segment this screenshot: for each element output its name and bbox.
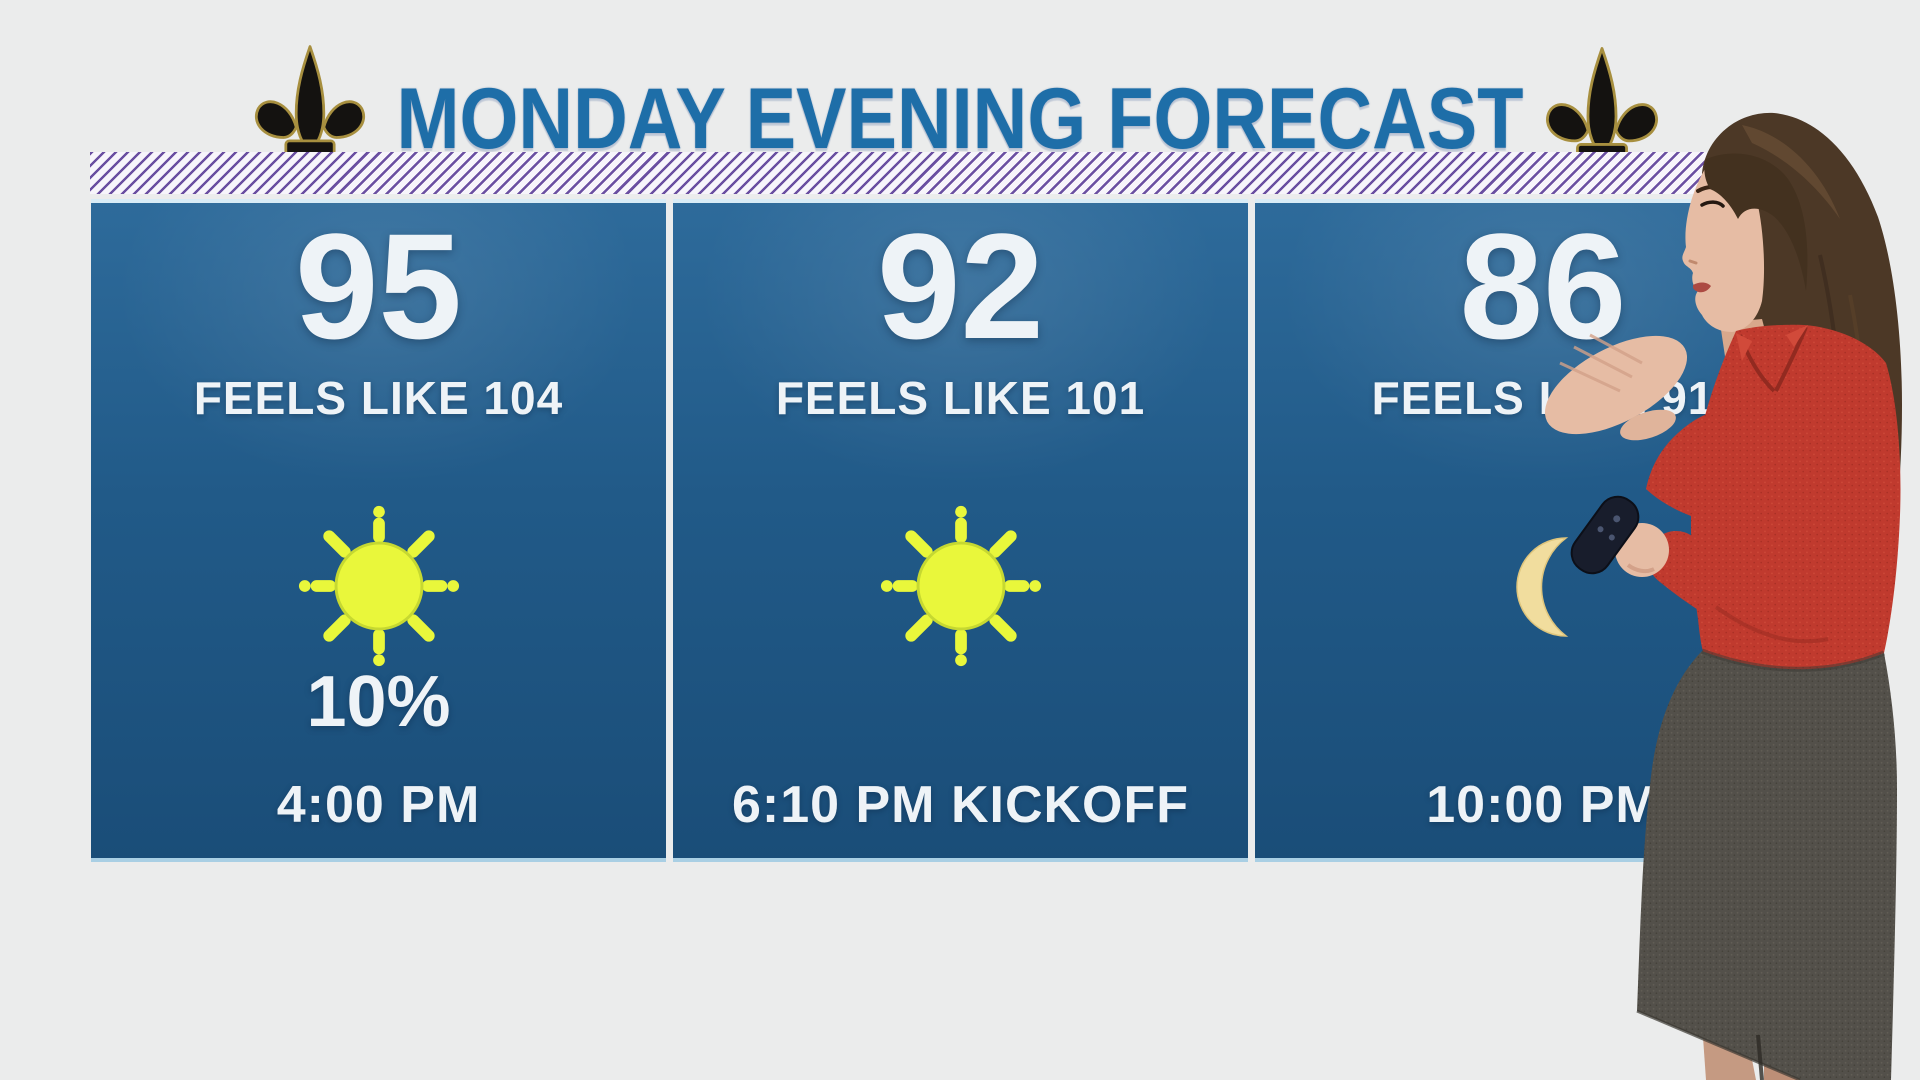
page-title: MONDAY EVENING FORECAST (396, 71, 1524, 167)
sun-icon (296, 503, 462, 669)
feels-like-label: FEELS LIKE 101 (775, 372, 1146, 424)
forecast-time: 6:10 PM KICKOFF (731, 776, 1190, 834)
precip-chance: 10% (306, 662, 451, 742)
forecast-panel-kickoff: 92 FEELS LIKE 101 6:10 PM KICKOFF (673, 199, 1248, 862)
temperature-value: 86 (1459, 202, 1627, 370)
temperature-value: 92 (877, 202, 1044, 370)
purple-hatch-divider (90, 152, 1790, 194)
sun-icon (878, 503, 1044, 669)
presenter-skirt (1636, 648, 1897, 1080)
presenter-clicker-arm (1570, 495, 1862, 649)
presenter-hair-front (1704, 153, 1808, 291)
weather-icon-slot (673, 503, 1248, 669)
temperature-value: 95 (295, 202, 462, 370)
forecast-time: 10:00 PM (1426, 776, 1660, 834)
clicker-remote-icon (1570, 495, 1640, 575)
feels-like-label: FEELS LIKE 104 (193, 372, 564, 424)
weather-presenter (1544, 112, 1902, 1080)
presenter-extended-arm (1544, 333, 1775, 526)
forecast-panel-4pm: 95 FEELS LIKE 104 10% 4:00 PM (91, 199, 666, 862)
forecast-time: 4:00 PM (276, 776, 481, 834)
weather-icon-slot (91, 503, 666, 669)
